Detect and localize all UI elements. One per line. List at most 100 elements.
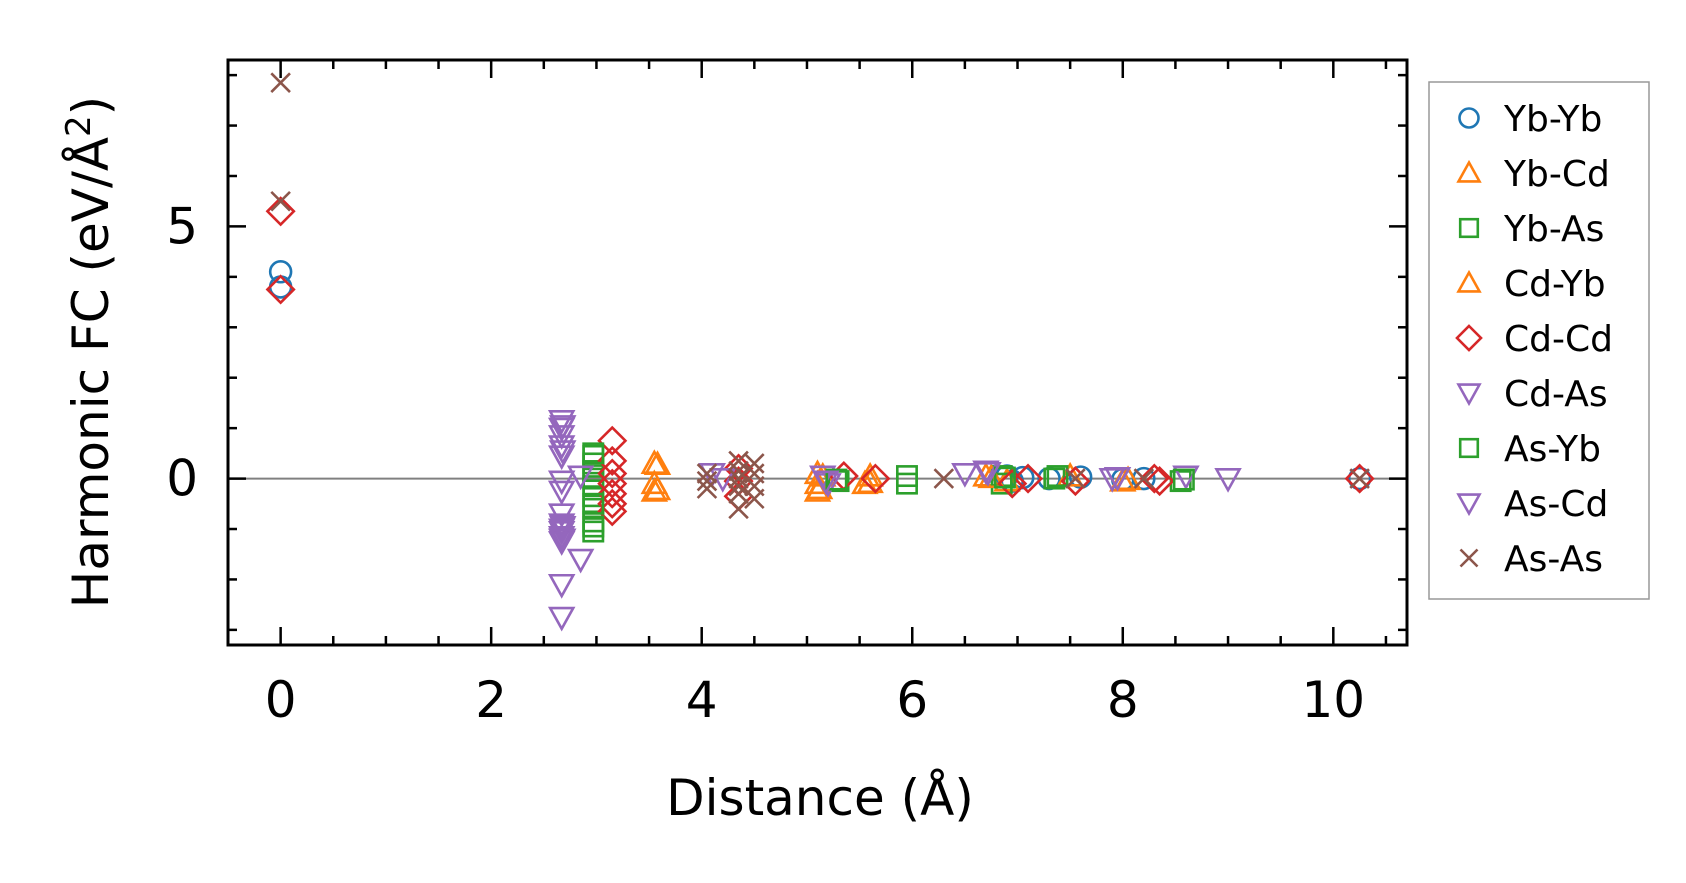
data-point xyxy=(728,498,749,520)
legend-label: Yb-As xyxy=(1503,209,1604,250)
series-Yb-As xyxy=(582,444,1192,543)
legend: Yb-Yb Yb-Cd Yb-As Cd-Yb Cd-Cd Cd-As As-Yb As-Cd… xyxy=(1428,81,1650,600)
series-Cd-Yb xyxy=(643,450,1142,501)
data-point xyxy=(547,606,576,632)
data-point xyxy=(696,470,718,492)
data-point xyxy=(825,468,848,491)
data-point xyxy=(1349,468,1370,489)
data-point xyxy=(1144,466,1175,497)
legend-entry: As-As xyxy=(1459,539,1603,580)
data-point xyxy=(582,442,605,465)
data-point xyxy=(895,465,918,488)
legend-entry: Cd-Cd xyxy=(1455,319,1613,360)
legend-entry: As-Yb xyxy=(1458,429,1601,470)
data-point xyxy=(548,515,577,541)
series-Cd-As xyxy=(547,410,1242,632)
legend-label: Yb-Yb xyxy=(1503,99,1602,140)
legend-marker xyxy=(1455,324,1483,352)
data-point xyxy=(708,468,737,493)
legend-entry: Cd-Yb xyxy=(1456,264,1606,305)
data-point xyxy=(597,425,628,456)
x-tick-label: 10 xyxy=(1302,671,1366,729)
axes: 0 2 4 6 8 10 0 5 xyxy=(166,58,1409,729)
data-point xyxy=(547,445,576,471)
x-tick-label: 8 xyxy=(1107,671,1139,729)
legend-entry: Yb-As xyxy=(1458,209,1604,250)
data-point xyxy=(597,458,628,489)
legend-marker xyxy=(1458,107,1480,129)
series-As-As xyxy=(270,72,1370,520)
data-point xyxy=(744,453,765,474)
data-point xyxy=(895,472,918,495)
data-point xyxy=(643,475,672,501)
data-point xyxy=(547,480,576,506)
legend-marker xyxy=(1458,217,1480,239)
x-tick-label: 2 xyxy=(475,671,507,729)
data-point xyxy=(265,274,296,305)
legend-label: Yb-Cd xyxy=(1503,154,1610,195)
data-point xyxy=(1214,468,1242,493)
data-point xyxy=(1046,465,1069,488)
data-point xyxy=(640,476,669,502)
data-point xyxy=(1133,468,1155,489)
data-point xyxy=(566,465,595,491)
legend-marker xyxy=(1456,159,1482,183)
data-point xyxy=(933,468,955,489)
data-point xyxy=(1344,463,1375,494)
data-point xyxy=(997,468,1028,499)
legend-label: As-Cd xyxy=(1504,484,1608,525)
legend-entry: As-Cd xyxy=(1456,484,1608,525)
data-point xyxy=(566,548,595,574)
legend-marker xyxy=(1458,437,1480,459)
legend-marker xyxy=(1459,548,1479,568)
axes-frame xyxy=(226,58,1409,647)
legend-marker xyxy=(1456,493,1482,517)
x-axis-title: Distance (Å) xyxy=(666,769,974,827)
legend-label: Cd-Cd xyxy=(1504,319,1613,360)
legend-entry: Yb-Cd xyxy=(1456,154,1610,195)
x-tick-label: 4 xyxy=(686,671,718,729)
legend-marker xyxy=(1456,269,1482,293)
data-point xyxy=(268,260,293,284)
data-point xyxy=(812,470,840,496)
x-tick-label: 0 xyxy=(265,671,297,729)
data-point xyxy=(597,478,628,509)
data-point xyxy=(805,474,834,500)
legend-label: Cd-Yb xyxy=(1504,264,1606,305)
data-point xyxy=(582,492,605,515)
data-point xyxy=(728,475,749,497)
series-As-Yb xyxy=(582,442,1195,538)
data-point xyxy=(548,415,577,440)
y-axis-title-superscript: 2 xyxy=(59,115,99,137)
legend-entry: Yb-Yb xyxy=(1458,99,1602,140)
y-axis-title: Harmonic FC (eV/Å2) xyxy=(59,96,120,608)
y-axis-title-main: Harmonic FC (eV/Å xyxy=(62,137,120,608)
data-point xyxy=(1172,465,1200,491)
data-point xyxy=(1172,468,1195,491)
data-point xyxy=(993,466,1016,489)
data-point xyxy=(990,472,1013,495)
legend-label: As-Yb xyxy=(1504,429,1601,470)
series-As-Cd xyxy=(548,415,1132,554)
data-point xyxy=(977,463,1005,489)
data-point xyxy=(1347,466,1372,491)
legend-label: As-As xyxy=(1504,539,1603,580)
y-tick-label: 0 xyxy=(166,450,198,508)
data-point xyxy=(1139,463,1170,494)
data-point xyxy=(643,450,672,475)
x-tick-label: 6 xyxy=(896,671,928,729)
data-point xyxy=(744,488,765,510)
y-axis-title-close: ) xyxy=(62,96,120,116)
series-Yb-Yb xyxy=(268,260,1372,493)
data-point xyxy=(270,190,291,212)
data-point xyxy=(547,410,576,435)
y-tick-label: 5 xyxy=(166,197,198,255)
data-point xyxy=(547,573,576,599)
data-point xyxy=(1012,463,1044,494)
data-point xyxy=(974,461,1002,487)
data-point xyxy=(696,463,718,484)
legend-entry: Cd-As xyxy=(1456,374,1608,415)
legend-marker xyxy=(1456,383,1482,407)
data-point xyxy=(1103,467,1132,492)
